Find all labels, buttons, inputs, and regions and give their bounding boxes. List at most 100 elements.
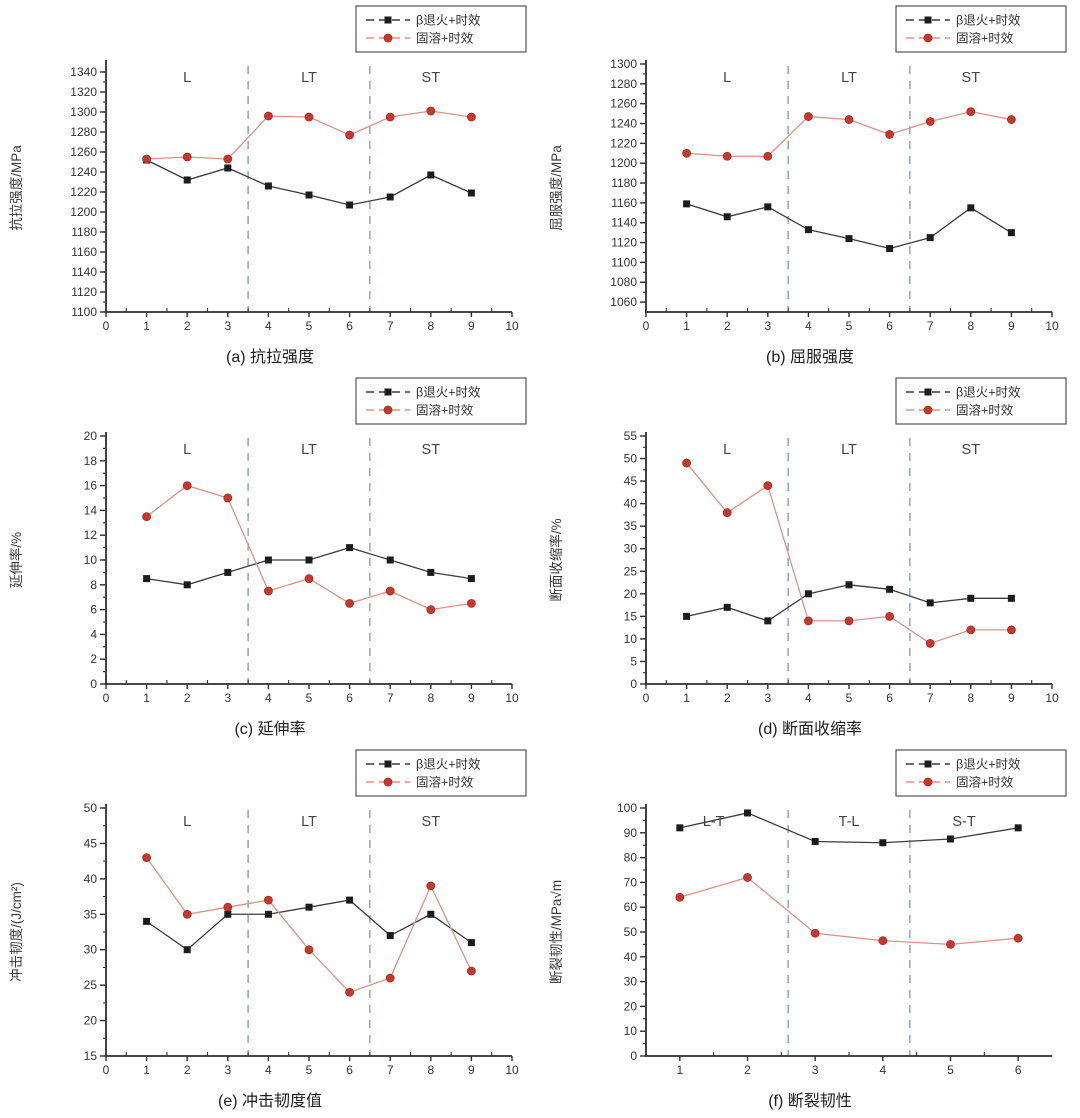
svg-text:1300: 1300 [610, 57, 637, 71]
series-annealed-aged [683, 200, 1015, 253]
svg-text:4: 4 [90, 627, 97, 641]
svg-text:T-L: T-L [839, 814, 860, 830]
svg-text:β退火+时效: β退火+时效 [956, 385, 1021, 400]
svg-text:1240: 1240 [610, 117, 637, 131]
svg-text:3: 3 [764, 691, 771, 705]
svg-text:5: 5 [947, 1063, 954, 1077]
svg-text:β退火+时效: β退火+时效 [956, 13, 1021, 28]
svg-text:12: 12 [84, 528, 98, 542]
svg-text:1: 1 [683, 319, 690, 333]
svg-text:1: 1 [143, 691, 150, 705]
svg-text:10: 10 [1045, 691, 1059, 705]
svg-text:80: 80 [624, 851, 638, 865]
series-annealed-aged [143, 896, 475, 954]
svg-text:25: 25 [624, 564, 638, 578]
chart-yield-strength: L LT ST 1060 1080 1100 1120 1140 1160 1180 1200 122… [540, 0, 1080, 346]
svg-text:55: 55 [624, 429, 638, 443]
svg-text:40: 40 [84, 872, 98, 886]
chart-elongation: L LT ST 0 2 4 6 8 10 12 14 16 18 20 0 1 2 3 4 5 6 7 8 9 10 延伸率/% β… [0, 372, 540, 718]
series-solution-aged [142, 853, 476, 997]
svg-text:4: 4 [265, 1063, 272, 1077]
svg-text:100: 100 [617, 801, 637, 815]
series-annealed-aged [683, 581, 1015, 625]
svg-text:0: 0 [103, 319, 110, 333]
svg-text:20: 20 [624, 587, 638, 601]
svg-text:8: 8 [967, 691, 974, 705]
svg-text:10: 10 [84, 553, 98, 567]
svg-text:16: 16 [84, 479, 98, 493]
svg-text:3: 3 [224, 319, 231, 333]
svg-text:4: 4 [265, 691, 272, 705]
y-axis-label: 断裂韧性/MPa√m [549, 880, 564, 984]
svg-text:3: 3 [764, 319, 771, 333]
svg-text:2: 2 [744, 1063, 751, 1077]
svg-text:5: 5 [630, 654, 637, 668]
svg-text:固溶+时效: 固溶+时效 [416, 31, 474, 46]
svg-text:8: 8 [90, 578, 97, 592]
caption-f: (f) 断裂韧性 [768, 1093, 852, 1110]
svg-text:5: 5 [846, 319, 853, 333]
svg-text:2: 2 [724, 691, 731, 705]
caption-a: (a) 抗拉强度 [225, 349, 314, 366]
svg-text:1100: 1100 [71, 305, 97, 319]
svg-text:1: 1 [143, 1063, 150, 1077]
svg-text:10: 10 [624, 632, 638, 646]
svg-text:ST: ST [422, 442, 441, 458]
svg-text:1120: 1120 [611, 236, 637, 250]
axes: 1060108011001120114011601180120012201240… [610, 57, 1059, 333]
svg-text:1300: 1300 [70, 105, 97, 119]
svg-text:L: L [183, 442, 191, 458]
svg-text:1240: 1240 [70, 165, 97, 179]
svg-text:1160: 1160 [611, 196, 637, 210]
svg-text:50: 50 [624, 925, 638, 939]
svg-text:9: 9 [1008, 319, 1015, 333]
svg-text:1120: 1120 [71, 285, 97, 299]
svg-text:β退火+时效: β退火+时效 [416, 757, 481, 772]
svg-text:2: 2 [184, 691, 191, 705]
svg-text:1200: 1200 [70, 205, 97, 219]
svg-text:L: L [183, 814, 191, 830]
svg-text:50: 50 [624, 452, 638, 466]
region-dividers: L-T T-L S-T [703, 810, 976, 1055]
svg-text:LT: LT [301, 70, 317, 86]
caption-c: (c) 延伸率 [234, 721, 306, 738]
svg-text:4: 4 [805, 691, 812, 705]
svg-text:9: 9 [468, 319, 475, 333]
svg-text:LT: LT [841, 70, 857, 86]
svg-text:45: 45 [624, 474, 638, 488]
svg-text:1280: 1280 [610, 77, 637, 91]
svg-text:6: 6 [886, 319, 893, 333]
chart-fracture-toughness: L-T T-L S-T 0 10 20 30 40 50 60 70 80 90 100 1 2 3 4 5 6 断裂韧… [540, 744, 1080, 1090]
svg-text:1: 1 [676, 1063, 683, 1077]
svg-text:10: 10 [505, 319, 519, 333]
y-axis-label: 屈服强度/MPa [549, 145, 564, 231]
svg-text:L-T: L-T [703, 814, 725, 830]
svg-text:L: L [723, 70, 731, 86]
chart-reduction-of-area: L LT ST 0 5 10 15 20 25 30 35 40 45 50 55 0 1 2 3 4 5 6 7 8 9 10 断… [540, 372, 1080, 718]
svg-text:7: 7 [927, 319, 934, 333]
svg-text:3: 3 [224, 1063, 231, 1077]
svg-text:L: L [723, 442, 731, 458]
svg-text:35: 35 [624, 519, 638, 533]
svg-text:90: 90 [624, 826, 638, 840]
svg-text:15: 15 [84, 1049, 98, 1063]
svg-text:1320: 1320 [70, 85, 97, 99]
region-dividers: L LT ST [723, 66, 980, 311]
svg-text:1: 1 [143, 319, 150, 333]
svg-text:20: 20 [84, 1014, 98, 1028]
svg-text:50: 50 [84, 801, 98, 815]
svg-text:25: 25 [84, 978, 98, 992]
svg-text:6: 6 [346, 1063, 353, 1077]
svg-text:0: 0 [103, 1063, 110, 1077]
svg-text:5: 5 [306, 319, 313, 333]
chart-impact-toughness: L LT ST 15 20 25 30 35 40 45 50 0 1 2 3 4 5 6 7 8 9 10 冲击韧度/(J… [0, 744, 540, 1090]
svg-text:6: 6 [346, 319, 353, 333]
y-axis-label: 断面收缩率/% [548, 518, 564, 601]
svg-text:1180: 1180 [71, 225, 97, 239]
chart-tensile-strength: L LT ST 1100 1120 1140 1160 1180 1200 1220 1240 126… [0, 0, 540, 346]
